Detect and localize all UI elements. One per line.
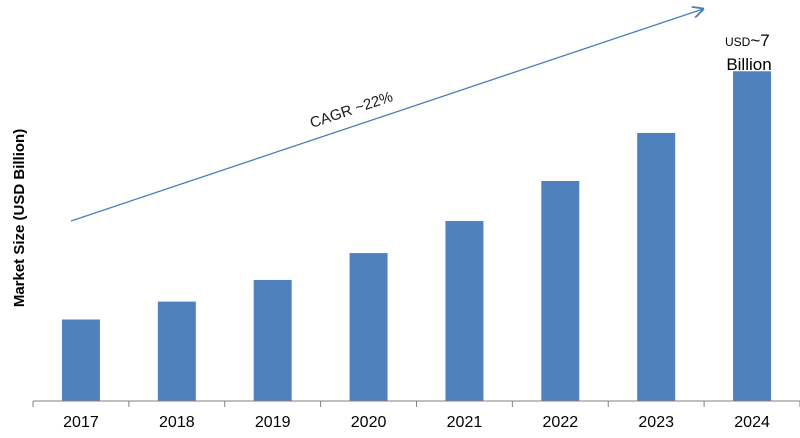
x-tick-label-2024: 2024 (734, 414, 770, 431)
x-tick-label-2023: 2023 (638, 414, 674, 431)
last-bar-value: ~7 (750, 31, 769, 50)
last-bar-prefix: USD (725, 35, 751, 49)
x-axis-tick-labels: 2017 2018 2019 2020 2021 2022 2023 2024 (63, 414, 770, 431)
x-tick-label-2017: 2017 (63, 414, 99, 431)
bar-2022 (541, 181, 580, 401)
last-bar-value-label: USD~7 (725, 31, 770, 50)
bar-2021 (445, 221, 484, 401)
bar-2024 (733, 71, 772, 402)
x-tick-label-2022: 2022 (543, 414, 579, 431)
x-tick-label-2020: 2020 (351, 414, 387, 431)
y-axis-label: Market Size (USD Billion) (11, 129, 28, 307)
bar-2018 (157, 301, 196, 401)
bar-2020 (349, 253, 388, 401)
last-bar-unit-label: Billion (726, 55, 771, 74)
bar-2017 (61, 319, 100, 401)
bars-group (61, 71, 772, 402)
cagr-arrow (70, 9, 703, 222)
x-tick-label-2018: 2018 (159, 414, 195, 431)
x-tick-label-2021: 2021 (447, 414, 483, 431)
x-tick-label-2019: 2019 (255, 414, 291, 431)
bar-2019 (253, 279, 292, 401)
x-axis-ticks (32, 401, 800, 407)
cagr-label: CAGR ~22% (308, 88, 395, 132)
bar-2023 (637, 132, 676, 401)
